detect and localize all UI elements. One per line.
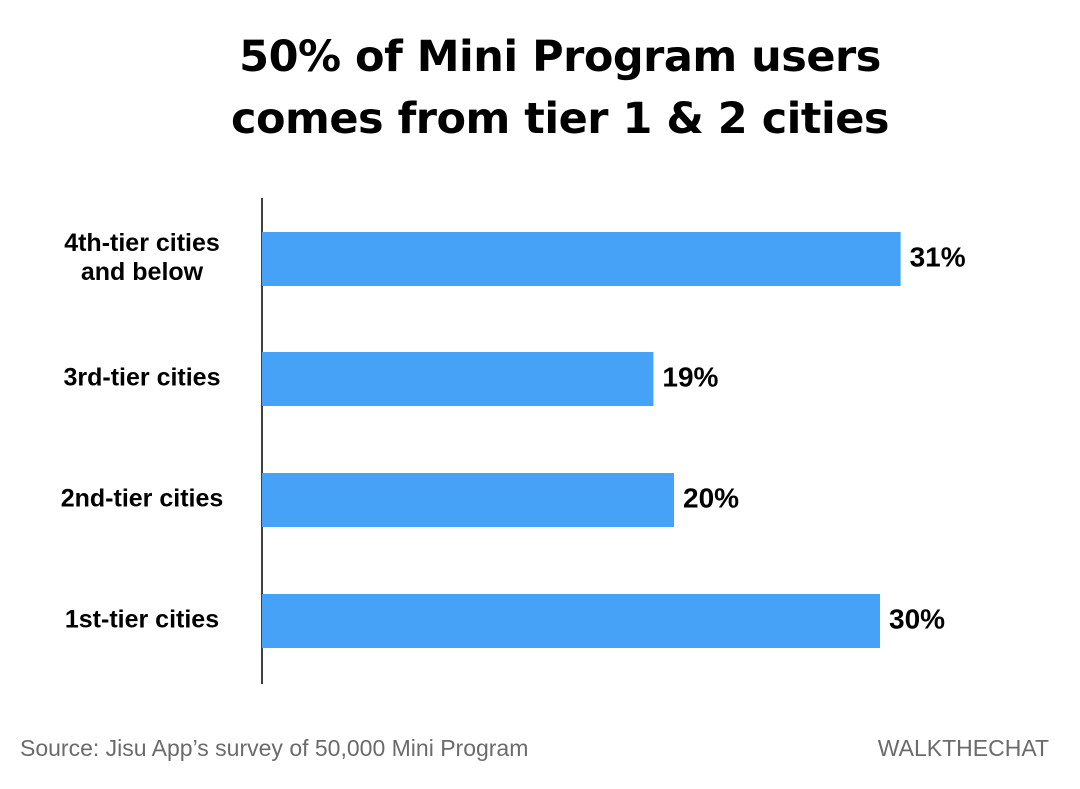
chart-title-line-1: 50% of Mini Program users [239,32,881,82]
brand-label: WALKTHECHAT [877,735,1049,761]
value-label-1: 31% [910,241,966,272]
chart-title: 50% of Mini Program users comes from tie… [0,26,1080,150]
category-label-4: 1st-tier cities [65,606,219,634]
source-note: Source: Jisu App’s survey of 50,000 Mini… [20,735,529,761]
category-label-1-line-1: 4th-tier cities [64,229,220,257]
bar-4 [262,594,880,648]
category-label-2: 3rd-tier cities [63,364,220,392]
value-label-4: 30% [889,603,945,634]
bar-2 [262,352,654,406]
value-label-2: 19% [662,361,718,392]
bar-1 [262,232,901,286]
category-label-1-line-2: and below [81,258,204,286]
bar-3 [262,473,674,527]
category-label-3: 2nd-tier cities [61,485,224,513]
chart-title-line-2: comes from tier 1 & 2 cities [231,94,889,144]
value-label-3: 20% [683,482,739,513]
